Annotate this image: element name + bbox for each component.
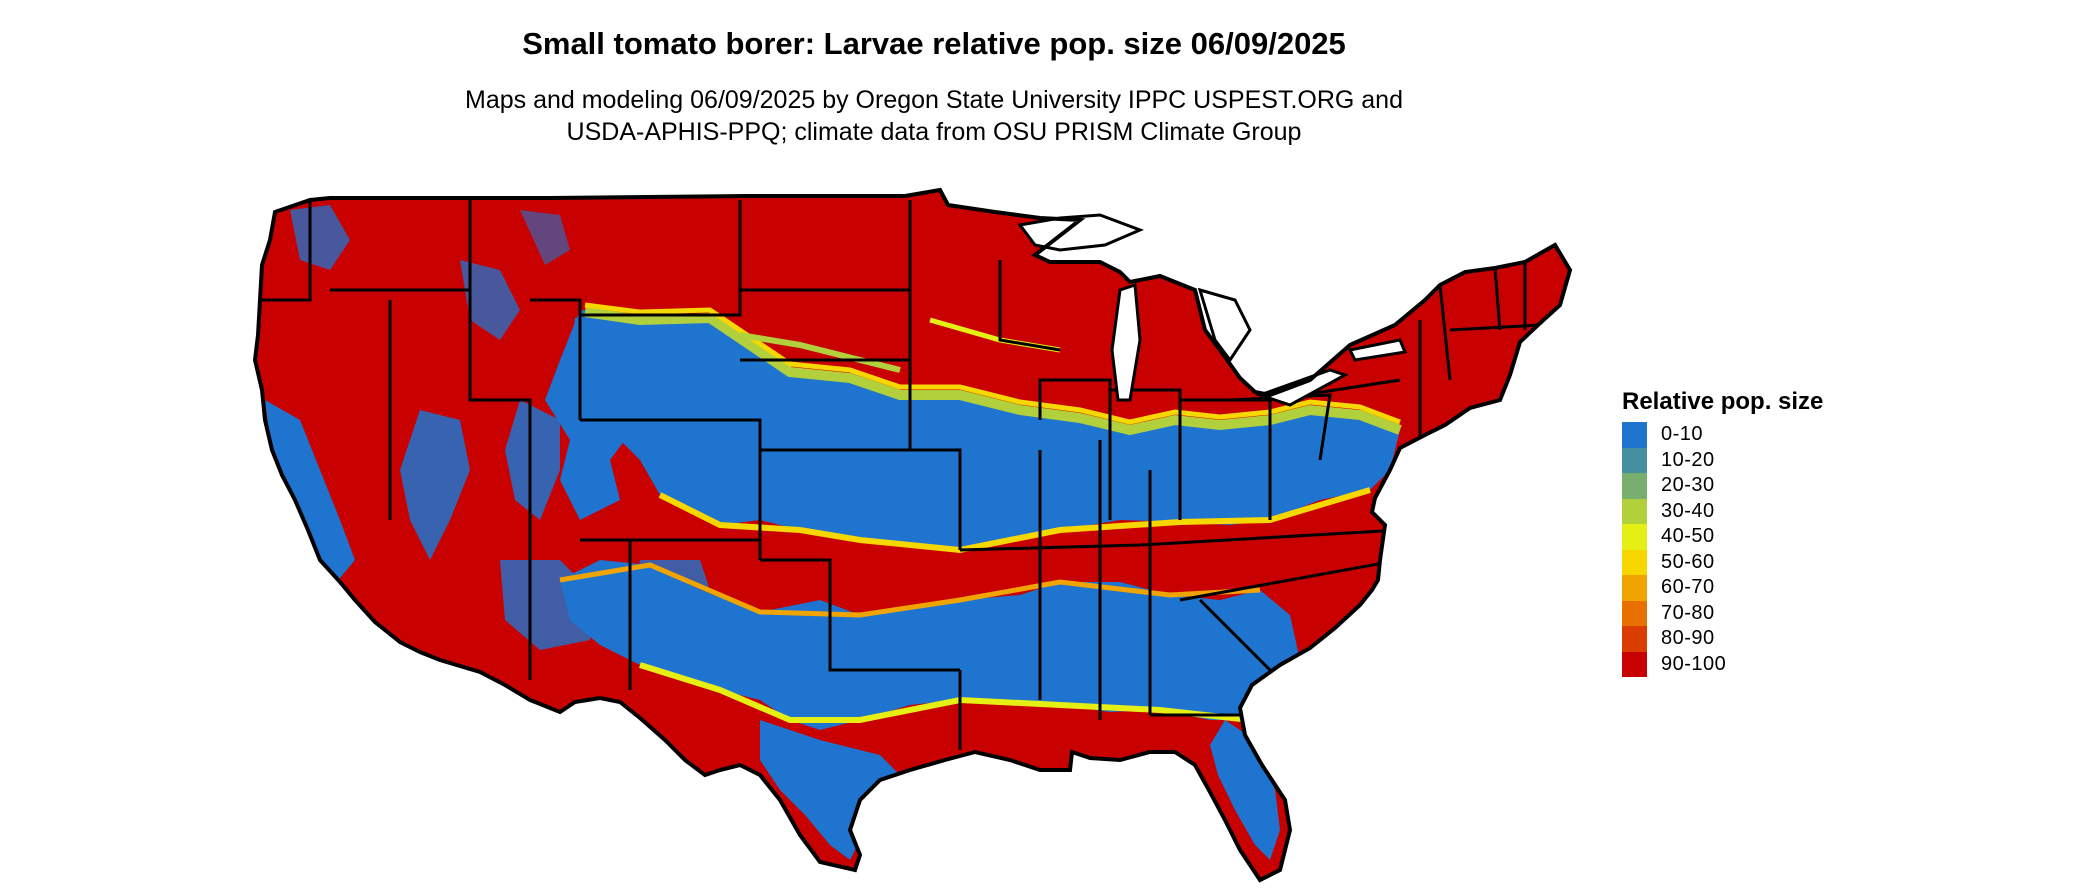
legend-item: 20-30 [1622,473,1823,499]
legend-label: 0-10 [1661,423,1704,446]
legend-label: 20-30 [1661,474,1715,497]
legend-label: 80-90 [1661,627,1715,650]
map-subtitle: Maps and modeling 06/09/2025 by Oregon S… [0,84,1868,148]
subtitle-line-2: USDA-APHIS-PPQ; climate data from OSU PR… [566,118,1302,146]
zone-nebraska-transition [739,332,901,373]
zone-south-low [560,560,1300,730]
legend-swatch [1622,473,1647,499]
legend-label: 90-100 [1661,652,1727,675]
legend-swatch [1622,549,1647,575]
zone-texas-low [760,720,900,860]
zone-montana-low [520,210,570,265]
legend-swatch [1622,575,1647,601]
legend-item: 70-80 [1622,600,1823,626]
legend-label: 30-40 [1661,499,1715,522]
zone-south-upper-transition [559,562,1261,618]
suitability-zones [265,205,1402,860]
legend-item: 10-20 [1622,447,1823,473]
legend: Relative pop. size 0-10 10-20 20-30 30-40 40… [1622,388,1823,677]
legend-item: 60-70 [1622,575,1823,601]
legend-item: 40-50 [1622,524,1823,550]
state-borders [262,200,1541,750]
legend-item: 50-60 [1622,549,1823,575]
legend-title: Relative pop. size [1622,388,1824,415]
legend-label: 60-70 [1661,576,1715,599]
legend-swatch [1622,626,1647,652]
legend-label: 50-60 [1661,550,1715,573]
zone-north-transition [584,307,1402,436]
zone-northwest-low [290,205,350,270]
map-title: Small tomato borer: Larvae relative pop.… [522,26,1346,61]
zone-arizona-low [500,560,600,650]
legend-item: 80-90 [1622,626,1823,652]
zone-florida-low [1210,720,1280,860]
legend-item: 0-10 [1622,422,1823,448]
zone-wyoming-low [570,312,640,395]
legend-swatch [1622,600,1647,626]
great-lakes [1017,213,1408,407]
zone-west-low [265,400,355,590]
lake-huron [1197,287,1252,363]
zone-nevada-low [400,410,470,560]
legend-swatch [1622,524,1647,550]
legend-swatch [1622,651,1647,677]
legend-label: 10-20 [1661,448,1715,471]
subtitle-line-1: Maps and modeling 06/09/2025 by Oregon S… [465,86,1403,114]
legend-swatch [1622,447,1647,473]
zone-gulf-transition [639,662,1251,723]
lake-michigan [1110,282,1142,402]
legend-label: 40-50 [1661,525,1715,548]
legend-item: 90-100 [1622,651,1823,677]
legend-swatch [1622,422,1647,448]
legend-label: 70-80 [1661,601,1715,624]
zone-utah-low [505,400,560,520]
lake-ontario [1347,338,1408,362]
us-choropleth-map [253,188,1572,882]
legend-item: 30-40 [1622,498,1823,524]
legend-swatch [1622,498,1647,524]
lake-erie [1255,368,1349,407]
zone-rockies-low [545,310,640,520]
zone-idaho-low [460,260,520,340]
legend-items: 0-10 10-20 20-30 30-40 40-50 50-60 60-70 70-80 8… [1622,422,1823,677]
